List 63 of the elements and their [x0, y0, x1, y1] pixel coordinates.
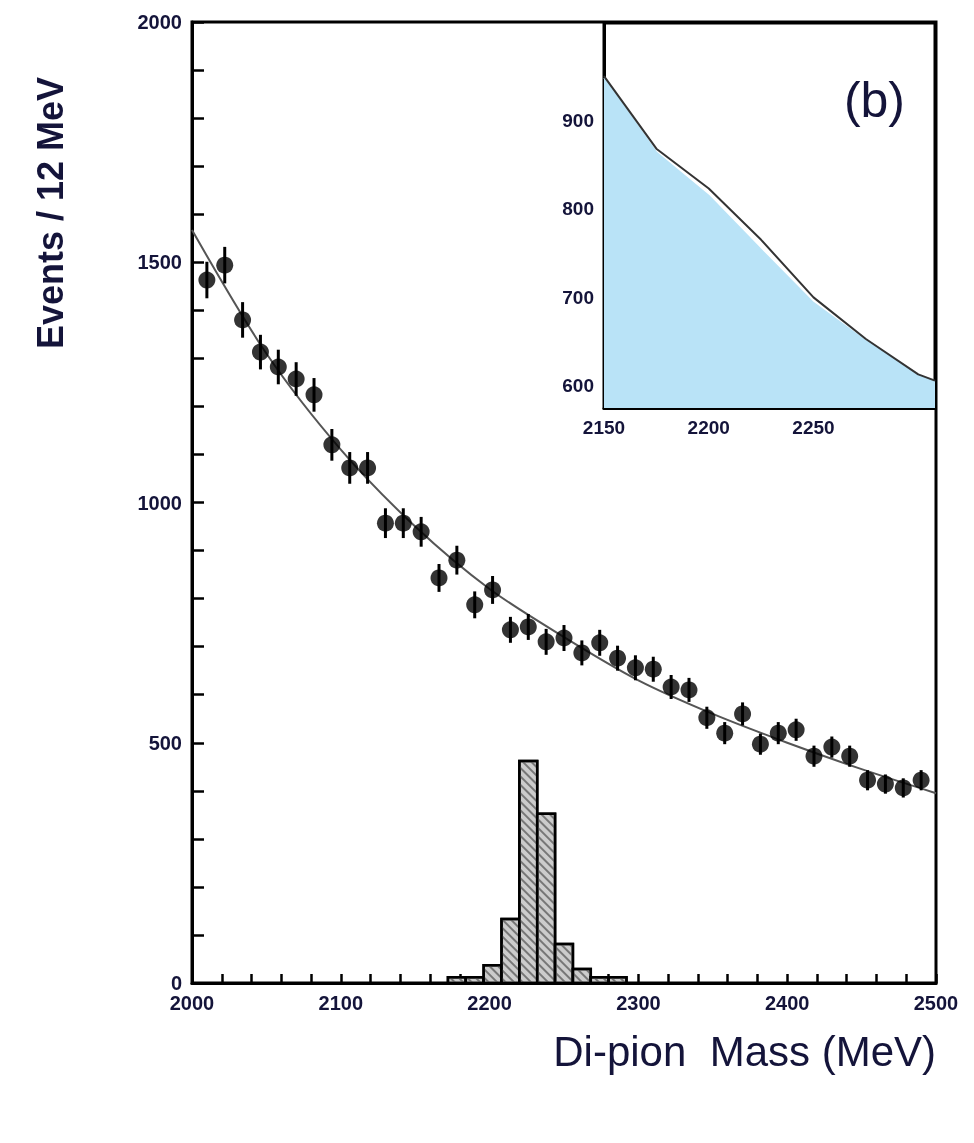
- point: [805, 747, 823, 765]
- point: [430, 569, 448, 587]
- point: [573, 644, 591, 662]
- point: [394, 514, 412, 532]
- line-series: [191, 229, 937, 795]
- point: [751, 735, 769, 753]
- x-tick-label: 2200: [687, 417, 730, 438]
- point: [769, 724, 787, 742]
- x-tick-label: 2200: [467, 992, 512, 1014]
- point: [341, 459, 359, 477]
- point: [537, 633, 555, 651]
- x-tick-label: 2000: [169, 992, 215, 1014]
- y-tick-label: 700: [562, 286, 594, 308]
- y-tick-label: 600: [562, 375, 594, 397]
- point: [912, 771, 930, 789]
- point: [876, 775, 894, 793]
- point: [376, 514, 394, 532]
- y-tick-label: 2000: [137, 11, 182, 33]
- point: [787, 721, 805, 739]
- point: [823, 738, 841, 756]
- point: [680, 681, 698, 699]
- point: [841, 747, 859, 765]
- point: [555, 629, 573, 647]
- y-tick-label: 800: [562, 198, 594, 220]
- y-tick-label: 1000: [137, 491, 182, 514]
- point: [269, 358, 287, 376]
- x-tick-label: 2300: [616, 992, 661, 1014]
- y-axis-title: Events / 12 MeV: [29, 76, 71, 350]
- point: [234, 311, 252, 329]
- point: [894, 779, 912, 797]
- point: [412, 523, 430, 541]
- x-tick-label: 2100: [318, 992, 364, 1014]
- point: [609, 649, 627, 667]
- point: [466, 596, 484, 614]
- point: [251, 343, 269, 361]
- point: [359, 459, 377, 477]
- point: [305, 386, 323, 404]
- point: [287, 370, 305, 388]
- point: [323, 436, 341, 454]
- point: [216, 256, 234, 274]
- x-tick-label: 2150: [582, 417, 626, 438]
- y-tick-label: 900: [562, 109, 594, 131]
- point: [626, 659, 644, 677]
- point: [501, 621, 519, 639]
- y-tick-label: 0: [170, 972, 182, 994]
- x-tick-label: 2250: [792, 417, 835, 438]
- point: [591, 634, 609, 652]
- y-tick-label: 500: [148, 731, 182, 754]
- point: [519, 618, 537, 636]
- point: [698, 709, 716, 727]
- point: [198, 271, 216, 289]
- point: [859, 771, 877, 789]
- point: [734, 705, 752, 723]
- x-tick-label: 2400: [764, 992, 810, 1014]
- annotation: (b): [843, 72, 905, 128]
- x-tick-label: 2500: [913, 992, 959, 1014]
- x-axis-title: Di-pion Mass (MeV): [553, 1027, 936, 1075]
- point: [716, 724, 734, 742]
- point: [644, 660, 662, 678]
- point: [484, 581, 502, 599]
- y-tick-label: 1500: [137, 251, 182, 274]
- point: [448, 551, 466, 569]
- point: [662, 678, 680, 696]
